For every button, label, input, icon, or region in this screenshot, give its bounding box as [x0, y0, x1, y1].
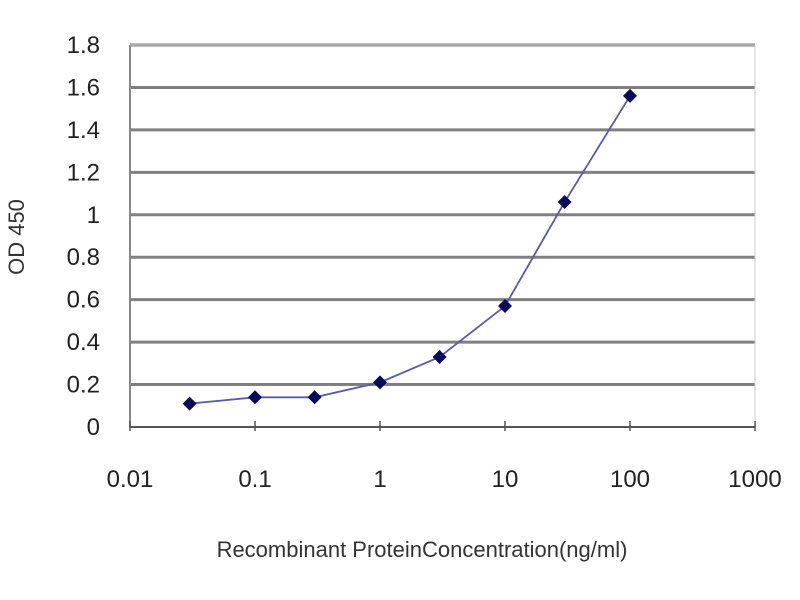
y-tick-label: 0.2	[67, 372, 100, 399]
x-tick-label: 0.01	[107, 466, 154, 493]
x-tick-label: 10	[492, 466, 519, 493]
y-tick-label: 1.6	[67, 74, 100, 101]
data-point	[432, 349, 447, 364]
x-tick-labels: 0.01 0.1 1 10 100 1000	[107, 466, 782, 493]
y-axis-label: OD 450	[4, 199, 29, 275]
data-point	[557, 195, 572, 210]
y-tick-label: 0.6	[67, 287, 100, 314]
data-point	[498, 299, 512, 314]
x-tick-label: 1	[373, 466, 386, 493]
x-axis-label: Recombinant ProteinConcentration(ng/ml)	[217, 537, 628, 562]
data-point	[248, 390, 262, 405]
y-tick-label: 1.2	[67, 159, 100, 186]
x-tick-label: 100	[610, 466, 650, 493]
series	[182, 88, 637, 411]
series-line	[189, 95, 631, 405]
x-tick-label: 0.1	[238, 466, 271, 493]
y-tick-label: 1.8	[67, 32, 100, 59]
gridlines	[130, 43, 755, 387]
x-tick-label: 1000	[728, 466, 781, 493]
y-tick-label: 1.4	[67, 117, 100, 144]
axes	[129, 44, 756, 431]
data-point	[623, 88, 637, 103]
y-tick-labels: 0 0.2 0.4 0.6 0.8 1 1.2 1.4 1.6 1.8	[67, 32, 100, 441]
y-tick-label: 0.4	[67, 329, 100, 356]
data-point	[182, 396, 197, 411]
data-point	[307, 390, 322, 405]
data-point	[373, 375, 387, 390]
y-tick-label: 0.8	[67, 244, 100, 271]
y-tick-label: 1	[87, 202, 100, 229]
y-tick-label: 0	[87, 414, 100, 441]
